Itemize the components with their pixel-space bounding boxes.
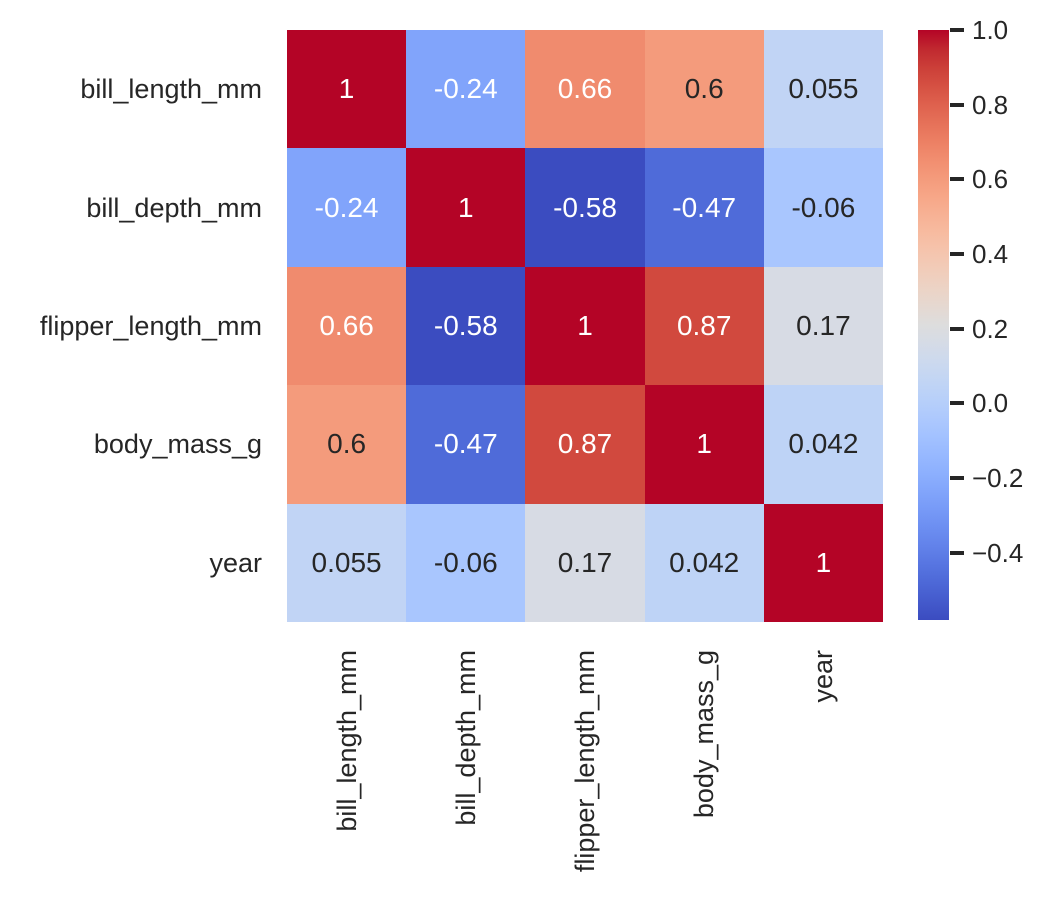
cell-annotation: -0.24	[433, 73, 498, 105]
colorbar-tick-mark	[950, 177, 964, 182]
heatmap-cell-year-body_mass_g: 0.042	[644, 503, 764, 622]
colorbar-tick-label: 1.0	[972, 15, 1009, 45]
cell-annotation: -0.47	[433, 428, 498, 460]
colorbar-tick-label: 0.0	[972, 388, 1009, 419]
x-tick-label-bill_length_mm: bill_length_mm	[331, 650, 362, 832]
heatmap-cell-body_mass_g-body_mass_g: 1	[644, 385, 764, 504]
cell-annotation: -0.47	[672, 191, 737, 223]
heatmap-grid: 1 -0.24 0.66 0.6 0.055 -0.24 1 -0.58 -0.47 -0.06 0…	[287, 30, 883, 622]
heatmap-cell-body_mass_g-bill_length_mm: 0.6	[287, 385, 407, 504]
heatmap-cell-bill_length_mm-year: 0.055	[763, 30, 883, 149]
x-tick-label-flipper_length_mm: flipper_length_mm	[570, 650, 600, 873]
cell-annotation: -0.58	[433, 309, 498, 341]
colorbar-tick-label: 0.8	[972, 89, 1009, 120]
cell-annotation: 1	[815, 546, 832, 578]
heatmap-cell-flipper_length_mm-bill_depth_mm: -0.58	[406, 266, 526, 386]
colorbar-tick-mark	[950, 252, 964, 257]
cell-annotation: 0.17	[796, 309, 851, 341]
cell-annotation: 1	[338, 73, 355, 105]
heatmap-cell-flipper_length_mm-bill_length_mm: 0.66	[287, 266, 407, 386]
cell-annotation: -0.06	[433, 546, 498, 578]
cell-annotation: -0.06	[791, 191, 856, 223]
heatmap-cell-bill_depth_mm-year: -0.06	[763, 148, 883, 267]
cell-annotation: 0.6	[684, 73, 724, 105]
heatmap-cell-bill_depth_mm-flipper_length_mm: -0.58	[525, 148, 645, 267]
y-tick-label-bill_depth_mm: bill_depth_mm	[86, 192, 262, 223]
heatmap-cell-bill_length_mm-bill_depth_mm: -0.24	[406, 30, 526, 149]
y-tick-label-flipper_length_mm: flipper_length_mm	[39, 311, 262, 341]
cell-annotation: -0.58	[553, 191, 617, 223]
y-tick-label-bill_length_mm: bill_length_mm	[80, 74, 262, 105]
cell-annotation: 0.042	[788, 428, 859, 460]
heatmap-cell-bill_depth_mm-bill_length_mm: -0.24	[287, 148, 407, 267]
cell-annotation: 1	[458, 191, 474, 223]
cell-annotation: 0.6	[327, 428, 367, 460]
colorbar-tick-mark	[950, 476, 964, 481]
heatmap-cell-body_mass_g-bill_depth_mm: -0.47	[406, 385, 526, 504]
cell-annotation: 0.66	[557, 73, 613, 105]
cell-annotation: 0.87	[676, 309, 732, 341]
colorbar-tick-label: −0.2	[972, 463, 1024, 494]
colorbar-tick-label: 0.2	[972, 313, 1009, 344]
cell-annotation: 0.17	[557, 546, 613, 578]
heatmap-cell-year-year: 1	[763, 503, 883, 622]
heatmap-cell-flipper_length_mm-body_mass_g: 0.87	[644, 266, 764, 386]
x-tick-label-year: year	[808, 650, 839, 703]
colorbar-tick-mark	[950, 28, 964, 32]
colorbar-tick-label: 0.6	[972, 164, 1009, 195]
cell-annotation: 0.66	[319, 309, 374, 341]
heatmap-cell-body_mass_g-flipper_length_mm: 0.87	[525, 385, 645, 504]
colorbar-tick-label: 0.4	[972, 239, 1009, 270]
heatmap-cell-bill_length_mm-body_mass_g: 0.6	[644, 30, 764, 149]
heatmap-cell-year-flipper_length_mm: 0.17	[525, 503, 645, 622]
colorbar-tick-mark	[950, 401, 964, 406]
heatmap-cell-year-bill_length_mm: 0.055	[287, 503, 407, 622]
heatmap-cell-body_mass_g-year: 0.042	[763, 385, 883, 504]
y-tick-label-year: year	[209, 547, 262, 578]
cell-annotation: -0.24	[314, 191, 379, 223]
heatmap-cell-year-bill_depth_mm: -0.06	[406, 503, 526, 622]
heatmap-cell-bill_length_mm-bill_length_mm: 1	[287, 30, 407, 149]
cell-annotation: 0.87	[557, 428, 613, 460]
colorbar-gradient	[918, 30, 949, 620]
x-tick-label-body_mass_g: body_mass_g	[689, 650, 720, 819]
y-tick-label-body_mass_g: body_mass_g	[93, 429, 262, 460]
colorbar-tick-label: −0.4	[972, 537, 1024, 568]
cell-annotation: 0.042	[669, 546, 740, 578]
colorbar-tick-mark	[950, 102, 964, 107]
cell-annotation: 0.055	[311, 546, 382, 578]
heatmap-cell-bill_length_mm-flipper_length_mm: 0.66	[525, 30, 645, 149]
heatmap-cell-flipper_length_mm-flipper_length_mm: 1	[525, 266, 645, 386]
cell-annotation: 1	[696, 428, 712, 460]
x-tick-label-bill_depth_mm: bill_depth_mm	[450, 650, 481, 826]
colorbar-tick-mark	[950, 550, 964, 555]
heatmap-cell-bill_depth_mm-body_mass_g: -0.47	[644, 148, 764, 267]
heatmap-cell-bill_depth_mm-bill_depth_mm: 1	[406, 148, 526, 267]
cell-annotation: 0.055	[788, 73, 859, 105]
colorbar-tick-mark	[950, 326, 964, 331]
cell-annotation: 1	[577, 309, 593, 341]
heatmap-cell-flipper_length_mm-year: 0.17	[763, 266, 883, 386]
